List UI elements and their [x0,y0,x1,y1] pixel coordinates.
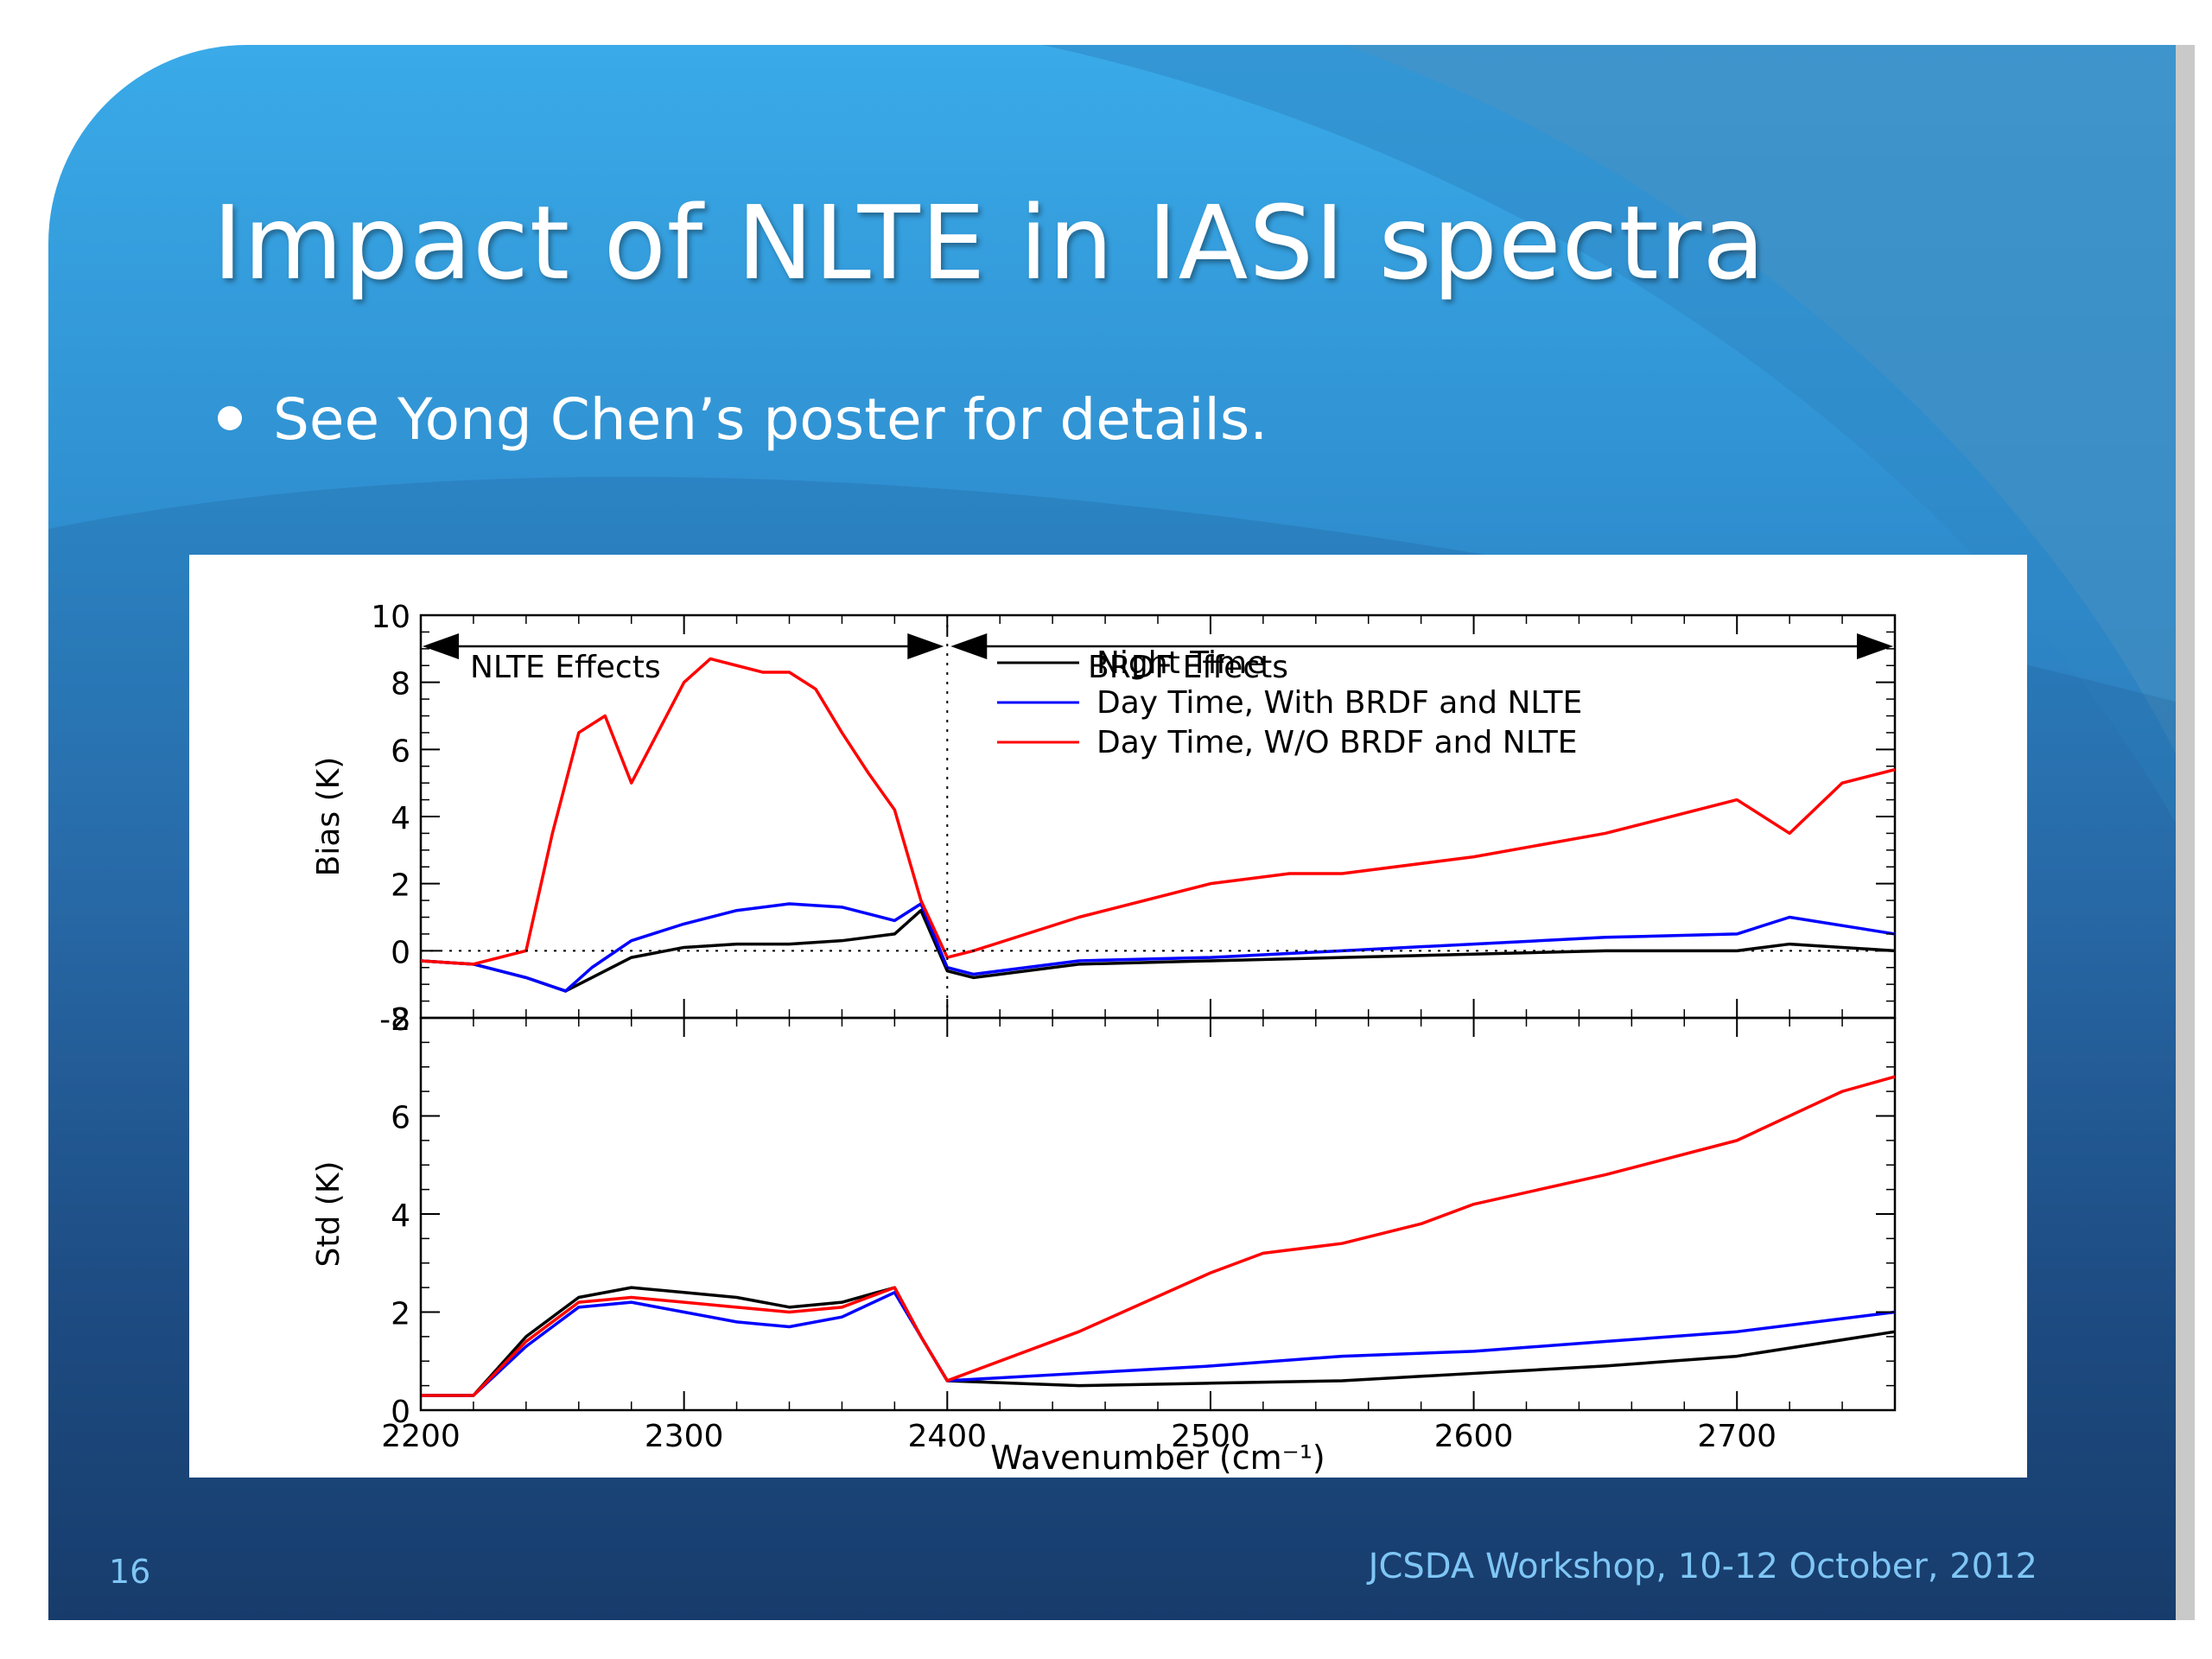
bias-ytick-label: 6 [391,734,410,769]
xtick-label: 2300 [645,1419,724,1454]
arrowhead-left-icon [950,633,988,659]
legend-label-2: Day Time, W/O BRDF and NLTE [1096,725,1578,760]
bias-ytick-label: 10 [371,600,410,635]
arrowhead-right-icon [1857,633,1893,659]
chart-figure: -2 0 2 4 6 8 10 Bias (K) 0 2 4 6 8 Std (K) 2200 2300 240… [189,555,2027,1478]
bias-series-2 [420,657,1896,966]
arrowhead-left-icon [423,633,459,659]
std-ylabel: Std (K) [311,1161,346,1268]
std-ytick-label: 0 [391,1395,410,1430]
chart-svg: -2 0 2 4 6 8 10 Bias (K) 0 2 4 6 8 Std (K) 2200 2300 240… [311,600,1897,1477]
bias-ytick-label: 0 [391,935,410,970]
std-panel-frame [419,1016,1897,1412]
nlte-effects-label: NLTE Effects [470,650,661,685]
std-ytick-label: 8 [391,1002,410,1038]
bias-ylabel: Bias (K) [311,757,346,877]
bias-series-1 [420,902,1896,993]
bias-ytick-label: 8 [391,667,410,702]
xtick-label: 2500 [1171,1419,1250,1454]
bias-series-0 [420,908,1896,993]
std-series-1 [421,1291,1896,1397]
bullet-dot-icon [218,405,242,430]
xtick-label: 2200 [381,1419,461,1454]
bullet-text: See Yong Chen’s poster for details. [273,386,1268,453]
page-number: 16 [109,1553,151,1591]
bias-ytick-label: -2 [379,1002,410,1038]
bias-ytick-label: 2 [391,868,410,904]
std-ytick-label: 2 [391,1297,410,1332]
slide-background: Impact of NLTE in IASI spectra See Yong … [48,45,2176,1620]
slide-shadow [2176,45,2195,1620]
std-ytick-label: 6 [391,1101,410,1136]
brdf-effects-label: BRDF Effects [1088,650,1288,685]
bullet-point: See Yong Chen’s poster for details. [218,386,1268,453]
footer-text: JCSDA Workshop, 10-12 October, 2012 [1368,1547,2037,1586]
arrowhead-right-icon [907,633,944,659]
slide-title: Impact of NLTE in IASI spectra [213,183,1766,302]
std-series-2 [421,1075,1896,1397]
x-axis-label: Wavenumber (cm⁻¹) [990,1439,1325,1477]
legend-label-1: Day Time, With BRDF and NLTE [1096,685,1582,721]
std-ytick-label: 4 [391,1198,410,1234]
xtick-label: 2400 [907,1419,987,1454]
legend-label-0: Night Time [1096,645,1266,681]
xtick-label: 2600 [1434,1419,1514,1454]
bias-ytick-label: 4 [391,801,410,836]
xtick-label: 2700 [1697,1419,1777,1454]
